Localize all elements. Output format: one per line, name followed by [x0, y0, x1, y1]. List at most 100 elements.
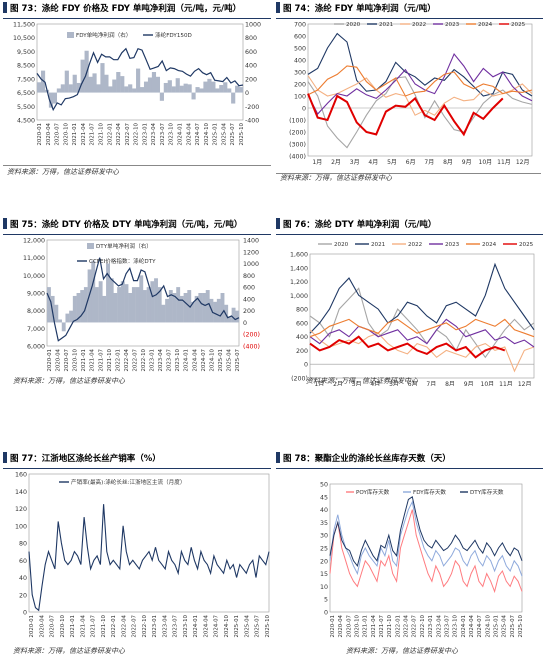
legend-label: 2020	[346, 22, 361, 28]
x-tick-label: 2023-10	[175, 348, 181, 371]
profit-bar	[216, 298, 221, 323]
y-tick-label: 10,500	[13, 35, 35, 42]
x-tick-label: 9月	[464, 381, 474, 386]
x-tick-label: 2024-07	[477, 615, 483, 638]
x-tick-label: 2024-10	[209, 348, 215, 371]
x-tick-label: 2023-01	[428, 615, 434, 638]
profit-bar	[163, 82, 168, 93]
price-series-line	[36, 47, 244, 112]
x-tick-label: 2020-04	[56, 348, 62, 371]
y-tick-label: 5	[324, 597, 328, 604]
x-tick-label: 2023-10	[453, 614, 459, 637]
x-tick-label: 4月	[368, 159, 378, 166]
x-tick-label: 2025-10	[265, 614, 271, 637]
source-note: 资料来源：万得，信达证券研发中心	[306, 377, 418, 385]
profit-bar	[147, 77, 153, 93]
y-tick-label: -400	[245, 118, 259, 125]
source-note: 资料来源：万得，信达证券研发中心	[280, 174, 392, 182]
y-tick-label: 0	[245, 90, 249, 97]
x-tick-label: 2025-04	[244, 614, 250, 637]
x-tick-label: 2022-04	[116, 122, 122, 145]
y-tick-label: 80	[19, 541, 27, 548]
series-line-2022	[307, 75, 533, 116]
profit-bar	[40, 70, 46, 93]
x-tick-label: 2023-07	[173, 615, 179, 638]
x-tick-label: 12月	[516, 159, 530, 166]
x-tick-label: 2021-07	[379, 615, 385, 638]
profit-bar	[223, 82, 228, 93]
x-tick-label: 2024-04	[192, 348, 198, 371]
y-tick-label: 6,000	[27, 344, 45, 351]
x-tick-label: 2025-01	[493, 615, 499, 638]
profit-bar	[131, 287, 136, 323]
profit-bar	[199, 88, 204, 93]
series-line-FDY库存天数	[329, 500, 523, 577]
profit-bar	[191, 92, 196, 100]
profit-bar	[176, 287, 181, 323]
x-tick-label: 2025-07	[510, 615, 516, 638]
legend-label: 2021	[371, 242, 386, 248]
y-tick-label: (400)	[243, 344, 260, 351]
y-tick-label: 600	[294, 34, 306, 41]
series-line-2023	[307, 52, 533, 115]
x-tick-label: 5月	[389, 381, 399, 386]
x-tick-label: 2023-07	[167, 349, 173, 372]
profit-bar	[146, 287, 151, 323]
x-tick-label: 2024-10	[204, 122, 210, 145]
dty-profit-by-year-chart: 1,600 1,400 1,200 1,000 800 600 400 200 0 (200) 1月…	[290, 242, 535, 386]
y-tick-label: -200	[245, 104, 259, 111]
x-tick-label: 1月	[312, 159, 322, 166]
y-tick-label: 200	[243, 308, 255, 315]
x-tick-label: 2023-10	[183, 614, 189, 637]
profit-bar	[72, 295, 77, 323]
figure-title: 图 75：涤纶 DTY 价格及 DTY 单吨净利润（元/吨，元/吨）	[3, 218, 271, 235]
profit-bar	[215, 88, 220, 93]
y-tick-label: 400	[294, 58, 306, 65]
x-tick-label: 2023-04	[162, 614, 168, 637]
profit-bar	[161, 304, 166, 323]
y-tick-label: 20	[320, 558, 328, 565]
x-tick-label: 3月	[352, 381, 362, 386]
profit-bar	[96, 84, 101, 93]
legend-label: 2022	[412, 22, 426, 28]
x-tick-label: 2021-07	[91, 615, 97, 638]
y-tick-label: 12,000	[23, 238, 45, 245]
figure-title: 图 77：江浙地区涤纶长丝产销率（%）	[3, 452, 271, 469]
profit-bar	[151, 72, 157, 93]
y-tick-label: 200	[245, 76, 257, 83]
profit-bar	[143, 81, 149, 93]
y-tick-label: 8,000	[27, 308, 45, 315]
figure-76-panel: 图 76：涤纶 DTY 单吨净利润（元/吨） 1,600 1,400 1,200 1,…	[276, 218, 543, 390]
profit-bar	[80, 59, 85, 93]
source-note: 资料来源：万得，信达证券研发中心	[13, 377, 125, 385]
x-tick-label: 2020-07	[55, 123, 61, 146]
profit-bar	[108, 86, 113, 93]
x-tick-label: 2024-07	[195, 123, 201, 146]
profit-bar	[117, 287, 122, 323]
profit-bar	[213, 301, 218, 323]
series-line-2025	[307, 93, 504, 137]
series-line-2021	[309, 262, 535, 334]
profit-bar	[198, 293, 203, 323]
profit-bar	[91, 260, 96, 323]
profit-bar	[139, 275, 144, 323]
profit-bar	[37, 82, 42, 93]
profit-bar	[179, 85, 184, 93]
profit-bar	[143, 290, 147, 323]
profit-bar	[64, 70, 69, 93]
legend-label: 2025	[511, 22, 526, 28]
profit-bar	[194, 295, 199, 323]
y-tick-label: 100	[294, 94, 306, 101]
x-tick-label: 2023-01	[152, 615, 158, 638]
y-tick-label: 400	[245, 63, 257, 70]
x-tick-label: 2022-04	[124, 348, 130, 371]
y-tick-label: 0	[304, 362, 308, 369]
profit-bar	[171, 86, 176, 93]
profit-bar	[68, 84, 73, 93]
x-tick-label: 2023-01	[142, 123, 148, 146]
y-tick-label: (200)	[243, 332, 260, 339]
x-tick-label: 2024-01	[178, 123, 184, 146]
price-series-line	[46, 257, 240, 342]
x-tick-label: 2022-07	[412, 615, 418, 638]
x-tick-label: 2025-07	[230, 123, 236, 146]
